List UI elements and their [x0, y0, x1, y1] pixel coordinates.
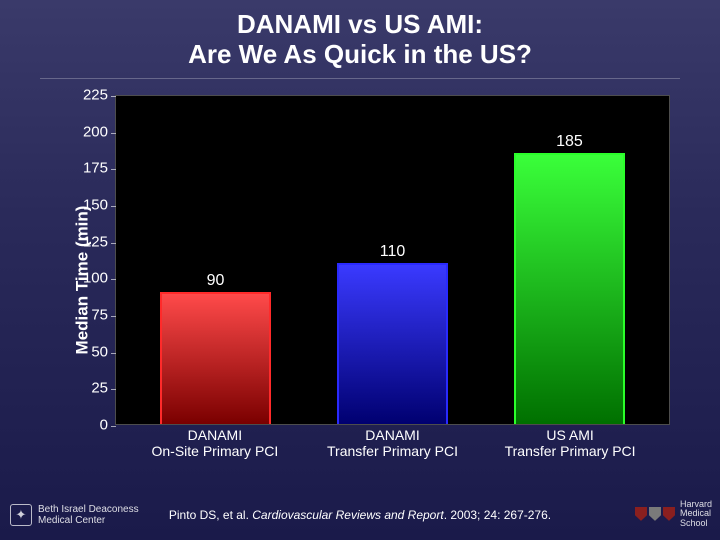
x-tick-label: DANAMITransfer Primary PCI: [298, 427, 488, 459]
y-tick-mark: [111, 133, 116, 134]
citation: Pinto DS, et al. Cardiovascular Reviews …: [0, 508, 720, 522]
bar: 110: [337, 263, 448, 424]
bar: 90: [160, 292, 271, 424]
x-tick-label: US AMITransfer Primary PCI: [475, 427, 665, 459]
y-tick-mark: [111, 206, 116, 207]
title-line-1: DANAMI vs US AMI:: [0, 10, 720, 40]
x-axis-ticks: DANAMIOn-Site Primary PCIDANAMITransfer …: [115, 425, 670, 465]
y-tick-label: 75: [60, 307, 108, 324]
title-line-2: Are We As Quick in the US?: [0, 40, 720, 70]
title-underline: [40, 78, 680, 79]
y-tick-label: 100: [60, 270, 108, 287]
y-tick-mark: [111, 169, 116, 170]
y-tick-label: 0: [60, 417, 108, 434]
university-name: Harvard Medical School: [680, 500, 712, 528]
citation-suffix: . 2003; 24: 267-276.: [444, 508, 551, 522]
y-axis-ticks: 0255075100125150175200225: [60, 95, 108, 425]
y-tick-label: 175: [60, 160, 108, 177]
citation-journal: Cardiovascular Reviews and Report: [252, 508, 443, 522]
university-name-line3: School: [680, 519, 712, 528]
slide-title: DANAMI vs US AMI: Are We As Quick in the…: [0, 0, 720, 83]
bar-value-label: 90: [207, 272, 225, 290]
bar-chart: Median Time (min) 0255075100125150175200…: [60, 95, 670, 465]
shield-icon: [635, 507, 675, 521]
y-tick-label: 25: [60, 380, 108, 397]
y-tick-label: 125: [60, 233, 108, 250]
y-tick-mark: [111, 96, 116, 97]
bar-value-label: 185: [556, 133, 583, 151]
bar: 185: [514, 153, 625, 424]
y-tick-mark: [111, 316, 116, 317]
x-tick-label: DANAMIOn-Site Primary PCI: [120, 427, 310, 459]
y-tick-mark: [111, 279, 116, 280]
y-tick-label: 50: [60, 343, 108, 360]
plot-area: 90 110 185: [115, 95, 670, 425]
y-tick-label: 150: [60, 197, 108, 214]
slide-footer: ✦ Beth Israel Deaconess Medical Center P…: [0, 494, 720, 534]
y-tick-label: 200: [60, 123, 108, 140]
y-tick-mark: [111, 353, 116, 354]
y-tick-mark: [111, 389, 116, 390]
y-tick-mark: [111, 243, 116, 244]
bar-value-label: 110: [380, 243, 406, 261]
citation-prefix: Pinto DS, et al.: [169, 508, 252, 522]
university-logo: Harvard Medical School: [635, 500, 712, 528]
y-tick-label: 225: [60, 87, 108, 104]
